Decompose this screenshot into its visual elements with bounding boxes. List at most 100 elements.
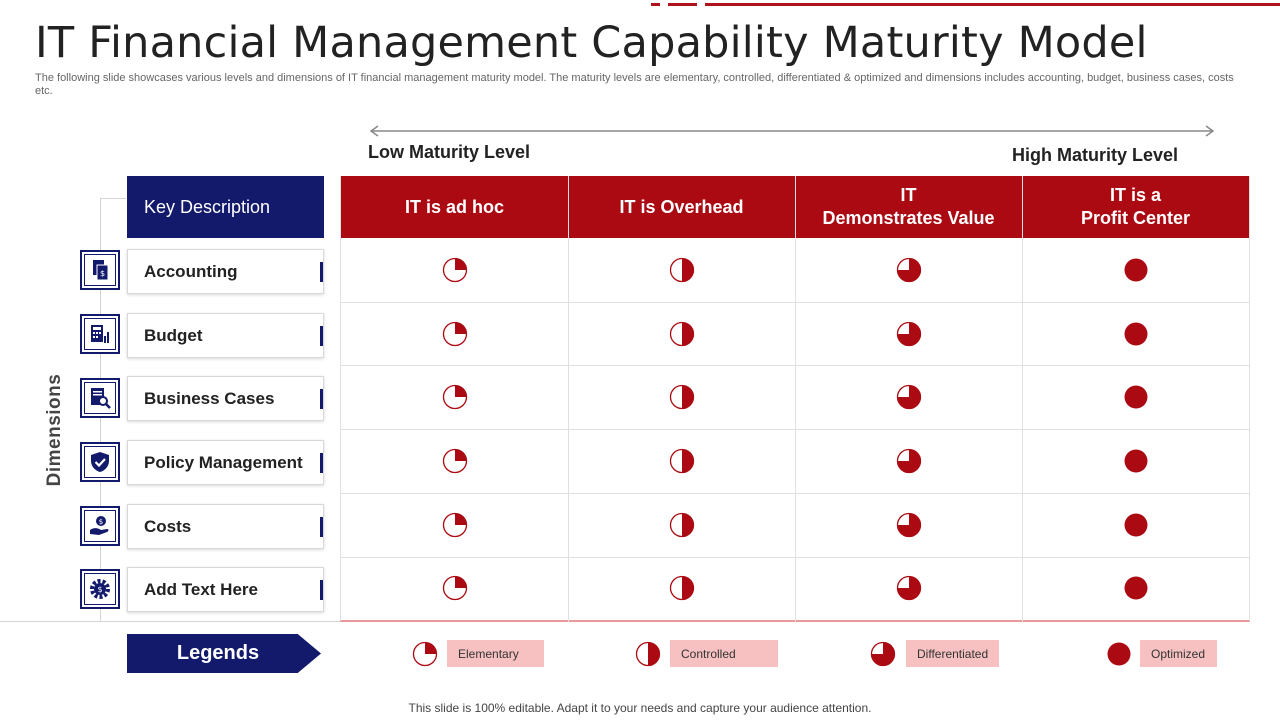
column-divider xyxy=(1022,176,1023,622)
column-header-overhead: IT is Overhead xyxy=(568,176,795,238)
legends-label: Legends xyxy=(127,634,321,673)
optimized-maturity-icon xyxy=(1124,449,1147,473)
high-maturity-label: High Maturity Level xyxy=(1012,145,1179,165)
optimized-legend-icon xyxy=(1107,642,1131,666)
maturity-cell xyxy=(669,384,695,410)
column-header-demonstrates-value: IT Demonstrates Value xyxy=(795,176,1022,238)
maturity-arrow xyxy=(369,125,1215,137)
controlled-legend-icon xyxy=(635,641,661,667)
maturity-cell xyxy=(1123,321,1149,347)
maturity-cell xyxy=(1123,575,1149,601)
optimized-maturity-icon xyxy=(1124,385,1147,409)
legend-item-icon xyxy=(1106,641,1132,667)
column-header-ad-hoc: IT is ad hoc xyxy=(341,176,568,238)
document-dollar-icon: $ xyxy=(80,250,120,290)
legend-label-elementary: Elementary xyxy=(447,640,544,667)
legend-item-icon xyxy=(870,641,896,667)
maturity-cell xyxy=(669,257,695,283)
svg-text:$: $ xyxy=(97,585,102,594)
maturity-cell xyxy=(442,575,468,601)
differentiated-maturity-icon xyxy=(896,385,921,410)
maturity-cell xyxy=(896,384,922,410)
shield-check-icon xyxy=(80,442,120,482)
calculator-chart-icon xyxy=(80,314,120,354)
maturity-cell xyxy=(442,448,468,474)
maturity-cell xyxy=(669,512,695,538)
footer-text: This slide is 100% editable. Adapt it to… xyxy=(408,701,872,715)
controlled-maturity-icon xyxy=(669,576,694,601)
optimized-maturity-icon xyxy=(1124,513,1147,537)
dimension-add-text: Add Text Here xyxy=(127,567,324,612)
maturity-cell xyxy=(442,384,468,410)
dimension-accounting: Accounting xyxy=(127,249,324,294)
hand-coin-icon: $ xyxy=(80,506,120,546)
row-divider xyxy=(341,365,1249,367)
maturity-grid: IT is ad hoc IT is Overhead IT Demonstra… xyxy=(340,176,1250,622)
legend-item-icon xyxy=(412,641,438,667)
controlled-maturity-icon xyxy=(669,257,694,282)
maturity-cell xyxy=(1123,257,1149,283)
svg-text:$: $ xyxy=(100,269,105,278)
elementary-maturity-icon xyxy=(442,576,467,601)
top-accent-strip-2 xyxy=(668,3,697,6)
optimized-maturity-icon xyxy=(1124,258,1147,282)
legend-label-differentiated: Differentiated xyxy=(906,640,999,667)
differentiated-maturity-icon xyxy=(896,257,921,282)
maturity-cell xyxy=(669,575,695,601)
column-header-profit-center: IT is a Profit Center xyxy=(1022,176,1249,238)
document-search-icon xyxy=(80,378,120,418)
controlled-maturity-icon xyxy=(669,448,694,474)
row-divider xyxy=(341,556,1249,558)
column-divider xyxy=(795,176,796,622)
row-divider xyxy=(341,301,1249,303)
column-divider xyxy=(568,176,569,622)
dimension-business-cases: Business Cases xyxy=(127,376,324,421)
elementary-maturity-icon xyxy=(442,512,467,537)
page-title: IT Financial Management Capability Matur… xyxy=(35,18,1148,68)
gear-dollar-icon: $ xyxy=(80,569,120,609)
bottom-divider xyxy=(0,621,340,622)
page-subtitle: The following slide showcases various le… xyxy=(35,72,1234,97)
maturity-cell xyxy=(1123,512,1149,538)
elementary-maturity-icon xyxy=(442,448,467,474)
dimension-costs: Costs xyxy=(127,504,324,549)
maturity-cell xyxy=(896,575,922,601)
maturity-cell xyxy=(896,321,922,347)
controlled-maturity-icon xyxy=(669,321,694,346)
elementary-legend-icon xyxy=(412,641,438,667)
svg-text:$: $ xyxy=(99,518,103,526)
maturity-cell xyxy=(1123,384,1149,410)
optimized-maturity-icon xyxy=(1124,576,1147,600)
differentiated-maturity-icon xyxy=(896,321,921,346)
controlled-maturity-icon xyxy=(669,512,694,537)
maturity-cell xyxy=(896,257,922,283)
elementary-maturity-icon xyxy=(442,257,467,282)
row-divider xyxy=(341,429,1249,431)
dimension-budget: Budget xyxy=(127,313,324,358)
differentiated-maturity-icon xyxy=(896,448,921,474)
differentiated-maturity-icon xyxy=(896,576,921,601)
maturity-cell xyxy=(669,448,695,474)
maturity-cell xyxy=(896,448,922,474)
legend-item-icon xyxy=(635,641,661,667)
controlled-maturity-icon xyxy=(669,385,694,410)
dimension-policy-management: Policy Management xyxy=(127,440,324,485)
low-maturity-label: Low Maturity Level xyxy=(368,142,531,162)
legend-label-optimized: Optimized xyxy=(1140,640,1217,667)
optimized-maturity-icon xyxy=(1124,322,1147,346)
row-divider xyxy=(341,492,1249,494)
elementary-maturity-icon xyxy=(442,321,467,346)
differentiated-legend-icon xyxy=(870,641,896,667)
maturity-cell xyxy=(442,257,468,283)
legend-label-controlled: Controlled xyxy=(670,640,778,667)
dimensions-label: Dimensions xyxy=(44,373,65,487)
maturity-cell xyxy=(442,321,468,347)
key-description-header: Key Description xyxy=(127,176,324,238)
maturity-cell xyxy=(669,321,695,347)
differentiated-maturity-icon xyxy=(896,512,921,537)
footer-note: This slide is 100% editable. Adapt it to… xyxy=(0,701,1280,715)
elementary-maturity-icon xyxy=(442,385,467,410)
top-accent-strip-3 xyxy=(705,3,1280,6)
top-accent-strip-1 xyxy=(651,3,660,6)
maturity-cell xyxy=(442,512,468,538)
